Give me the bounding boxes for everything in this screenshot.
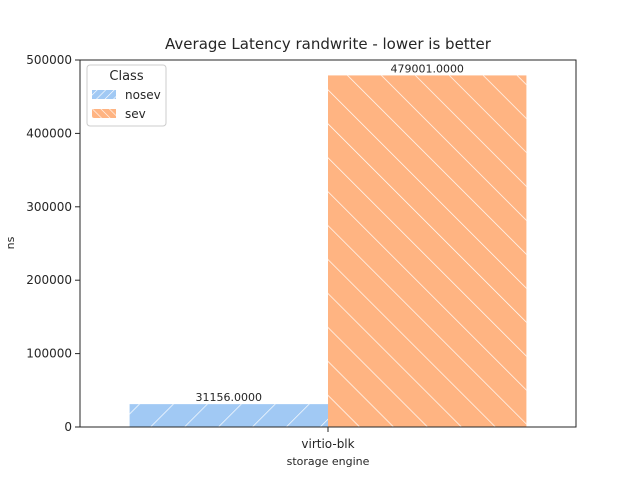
bar-label-sev: 479001.0000 [390,62,463,75]
y-axis-label: ns [4,236,17,249]
plot-frame [79,59,577,428]
legend-swatch-sev-hatch [92,109,116,118]
bar-hatch-sev [328,75,527,427]
bar-hatch-nosev [129,404,328,427]
y-axis-ticks: 0 100000 200000 300000 400000 500000 [26,53,80,434]
y-tick-label: 300000 [26,200,72,214]
y-tick-label: 500000 [26,53,72,67]
legend-title: Class [109,69,143,84]
bars [129,75,527,427]
y-tick-label: 200000 [26,273,72,287]
legend: Class nosev sev [86,64,167,127]
chart-title: Average Latency randwrite - lower is bet… [165,35,492,53]
bar-labels: 31156.0000 479001.0000 [196,62,464,404]
x-tick-label: virtio-blk [301,437,354,451]
legend-swatch-nosev-hatch [92,90,116,99]
legend-label-nosev: nosev [125,88,161,102]
x-axis-ticks: virtio-blk [301,427,355,451]
x-axis-label: storage engine [287,455,370,468]
y-tick-label: 0 [64,420,72,434]
bar-label-nosev: 31156.0000 [196,391,262,404]
y-tick-label: 400000 [26,126,72,140]
y-tick-label: 100000 [26,347,72,361]
legend-label-sev: sev [125,107,146,121]
